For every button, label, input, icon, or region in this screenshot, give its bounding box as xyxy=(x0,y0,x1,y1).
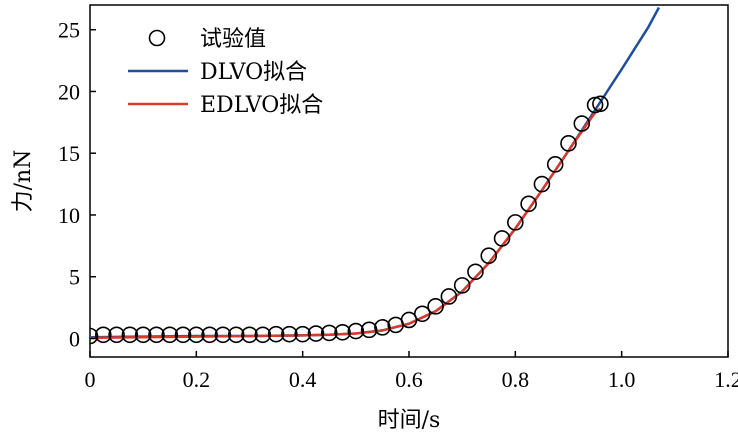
y-tick-label: 5 xyxy=(69,265,80,290)
series-line-dlvo xyxy=(90,6,661,339)
x-axis-label: 时间/s xyxy=(378,408,441,433)
data-point xyxy=(360,321,378,339)
data-point xyxy=(507,214,524,231)
y-tick-label: 0 xyxy=(69,326,80,351)
data-point xyxy=(560,135,577,152)
data-point xyxy=(108,326,125,344)
y-axis-ticks: 0 5 10 15 20 25 xyxy=(58,18,96,351)
data-point xyxy=(161,326,179,344)
data-point xyxy=(467,263,484,281)
data-point xyxy=(214,326,232,344)
data-point xyxy=(227,326,245,344)
x-tick-label: 0.4 xyxy=(289,367,317,392)
data-point xyxy=(427,298,444,315)
data-point xyxy=(121,326,139,344)
x-tick-label: 1.2 xyxy=(714,367,738,392)
y-tick-label: 10 xyxy=(58,203,80,228)
data-point xyxy=(134,326,152,344)
legend-marker-circle xyxy=(148,29,166,47)
data-point xyxy=(241,326,258,344)
data-point xyxy=(347,322,365,340)
data-point xyxy=(320,324,338,342)
x-tick-label: 0.8 xyxy=(502,367,530,392)
data-point xyxy=(573,115,591,132)
x-tick-label: 0 xyxy=(85,367,96,392)
data-point xyxy=(334,323,351,341)
data-point xyxy=(174,326,192,344)
legend-label: DLVO拟合 xyxy=(200,60,307,85)
series-line-edlvo xyxy=(90,107,602,340)
data-point xyxy=(533,175,551,193)
legend-label: 试验值 xyxy=(200,27,266,52)
y-tick-label: 20 xyxy=(58,79,80,104)
legend: 试验值 DLVO拟合 EDLVO拟合 xyxy=(128,27,323,118)
data-point xyxy=(294,325,311,343)
data-point xyxy=(374,319,391,336)
x-tick-label: 1.0 xyxy=(608,367,636,392)
data-point xyxy=(307,325,325,342)
data-point xyxy=(546,156,564,173)
data-point xyxy=(201,326,218,344)
y-axis-label: 力/nN xyxy=(11,150,36,213)
data-point xyxy=(520,195,537,213)
data-point xyxy=(281,325,298,343)
data-point xyxy=(413,305,431,323)
data-point xyxy=(480,247,498,265)
plot-frame xyxy=(89,4,729,358)
data-point xyxy=(592,95,609,113)
data-point xyxy=(188,326,205,344)
y-tick-label: 15 xyxy=(58,141,80,166)
data-point xyxy=(440,288,458,305)
data-point xyxy=(400,311,418,329)
x-axis-ticks: 0 0.2 0.4 0.6 0.8 1.0 1.2 xyxy=(85,351,738,392)
series-layer xyxy=(90,6,661,345)
data-point xyxy=(148,326,165,344)
data-point xyxy=(254,326,272,344)
legend-label: EDLVO拟合 xyxy=(200,93,323,118)
data-point xyxy=(267,325,285,343)
x-tick-label: 0.2 xyxy=(183,367,211,392)
y-tick-label: 25 xyxy=(58,18,80,43)
data-point xyxy=(453,277,471,294)
x-tick-label: 0.6 xyxy=(395,367,423,392)
data-point xyxy=(94,326,112,344)
data-point xyxy=(90,327,99,345)
data-point xyxy=(493,230,511,247)
